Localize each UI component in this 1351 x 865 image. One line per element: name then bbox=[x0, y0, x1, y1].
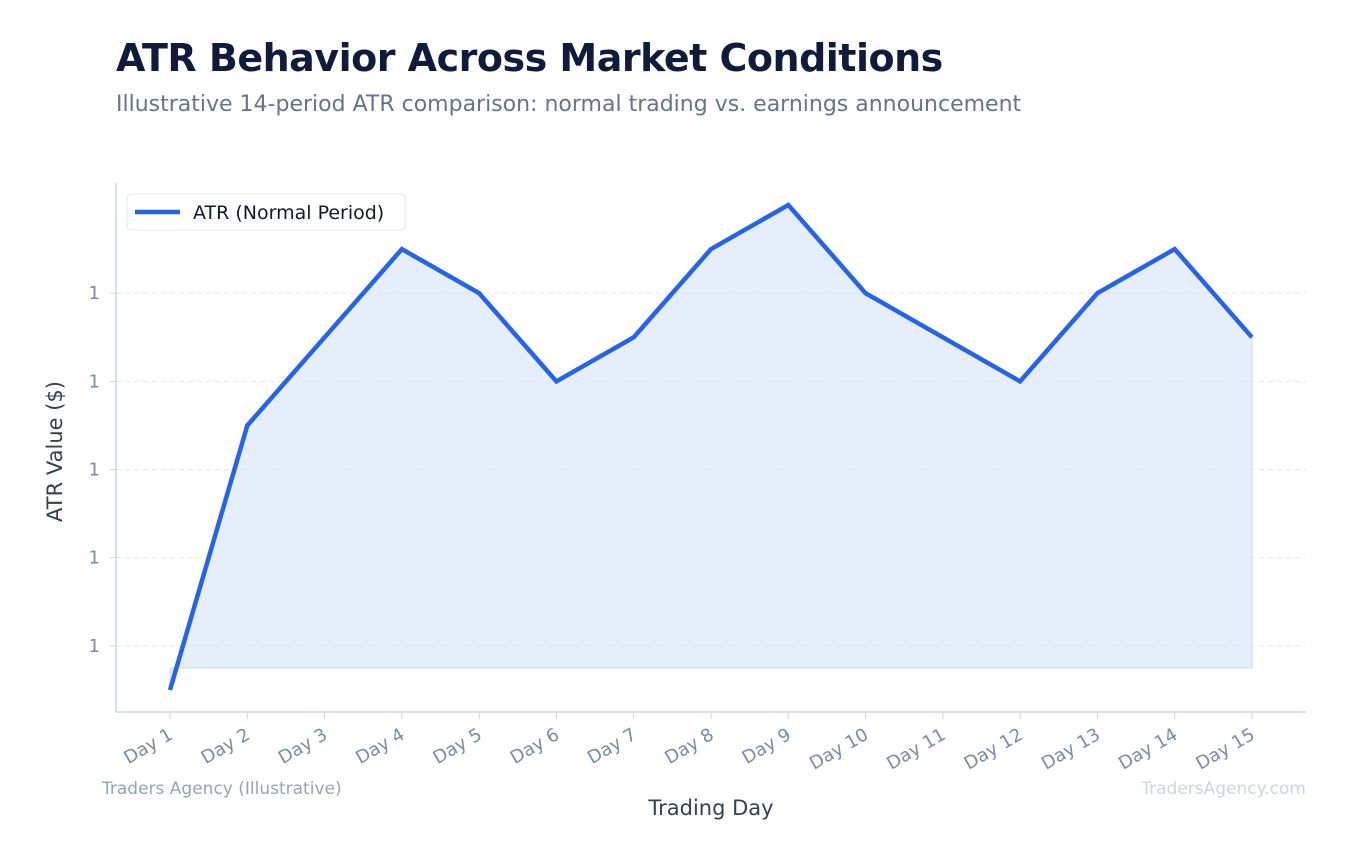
x-tick-label-10: Day 11 bbox=[883, 724, 949, 774]
chart-subtitle: Illustrative 14-period ATR comparison: n… bbox=[116, 92, 1022, 117]
legend-box bbox=[126, 193, 406, 231]
x-tick-label-5: Day 6 bbox=[507, 724, 563, 769]
x-tick-label-12: Day 13 bbox=[1038, 724, 1104, 774]
x-tick-label-8: Day 9 bbox=[739, 724, 795, 769]
footer-watermark: TradersAgency.com bbox=[1141, 779, 1306, 799]
x-tick-label-4: Day 5 bbox=[429, 724, 485, 769]
x-tick-label-2: Day 3 bbox=[275, 724, 331, 769]
x-tick-label-9: Day 10 bbox=[806, 724, 872, 774]
y-tick-label-2: 1 bbox=[89, 460, 100, 481]
x-tick-label-3: Day 4 bbox=[352, 724, 408, 769]
chart-title: ATR Behavior Across Market Conditions bbox=[116, 36, 943, 80]
x-tick-label-14: Day 15 bbox=[1192, 724, 1258, 774]
y-axis-label: ATR Value ($) bbox=[43, 381, 67, 522]
y-tick-label-3: 1 bbox=[89, 371, 100, 392]
x-axis-ticks: Day 1 Day 2 Day 3 Day 4 Day 5 Day 6 Day 7 Day 8… bbox=[120, 712, 1259, 774]
line-series-0 bbox=[167, 202, 1254, 691]
y-tick-label-1: 1 bbox=[89, 548, 100, 569]
legend: ATR (Normal Period) bbox=[126, 193, 406, 231]
x-tick-label-1: Day 2 bbox=[198, 724, 254, 769]
x-tick-label-11: Day 12 bbox=[961, 724, 1027, 774]
x-axis-label: Trading Day bbox=[647, 796, 773, 820]
x-tick-label-6: Day 7 bbox=[584, 724, 640, 769]
area-fill-series-0 bbox=[169, 204, 1253, 691]
legend-label: ATR (Normal Period) bbox=[193, 202, 384, 224]
x-tick-label-0: Day 1 bbox=[120, 724, 176, 769]
y-tick-label-0: 1 bbox=[89, 636, 100, 657]
y-tick-label-4: 1 bbox=[89, 283, 100, 304]
x-tick-label-7: Day 8 bbox=[661, 724, 717, 769]
x-tick-label-13: Day 14 bbox=[1115, 724, 1181, 774]
footer-source: Traders Agency (Illustrative) bbox=[102, 779, 342, 799]
y-axis-ticks: 1 1 1 1 1 bbox=[89, 283, 116, 657]
